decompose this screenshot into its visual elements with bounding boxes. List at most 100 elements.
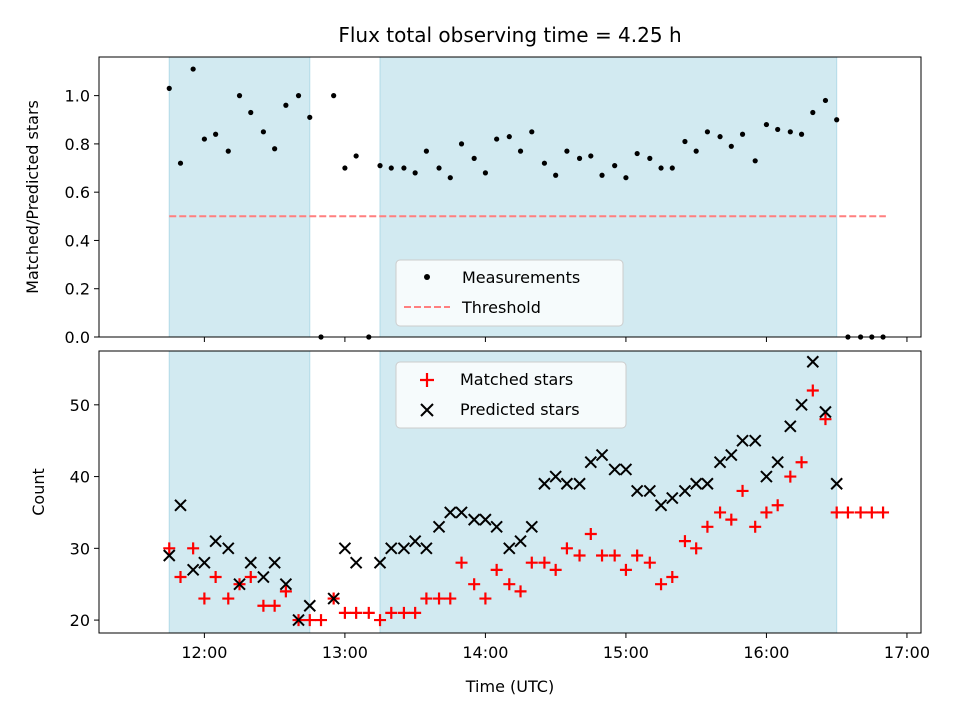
predicted-star-point bbox=[795, 398, 808, 412]
measurement-point bbox=[353, 153, 359, 159]
predicted-star-point bbox=[830, 477, 843, 490]
measurement-point bbox=[494, 136, 500, 142]
measurement-point bbox=[388, 165, 394, 171]
x-tick-label: 17:00 bbox=[884, 643, 930, 662]
measurement-point bbox=[798, 131, 805, 137]
predicted-star-point bbox=[338, 542, 352, 555]
count-y-axis-label: Count bbox=[29, 468, 48, 516]
count-x-ticks: 12:00 13:00 14:00 15:00 16:00 17:00 bbox=[181, 633, 930, 662]
predicted-star-point bbox=[678, 484, 692, 498]
measurement-point bbox=[752, 158, 758, 164]
y-tick-label: 0.6 bbox=[65, 183, 90, 202]
predicted-star-point bbox=[643, 484, 657, 498]
predicted-star-point bbox=[408, 534, 422, 548]
count-panel-frame bbox=[98, 350, 922, 634]
measurement-point bbox=[669, 165, 675, 171]
predicted-star-point bbox=[479, 513, 492, 526]
matched-star-point bbox=[619, 563, 632, 576]
matched-star-point bbox=[503, 578, 516, 591]
measurement-point bbox=[331, 93, 337, 99]
matched-star-point bbox=[385, 606, 398, 619]
matched-star-point bbox=[479, 592, 492, 605]
count-y-ticks: 20 30 40 50 bbox=[70, 396, 99, 630]
predicted-star-point bbox=[257, 570, 270, 584]
measurement-point bbox=[775, 126, 781, 133]
measurement-point bbox=[717, 134, 723, 140]
measurement-point bbox=[634, 150, 640, 157]
predicted-star-point bbox=[736, 434, 749, 447]
x-tick-label: 15:00 bbox=[603, 643, 649, 662]
y-tick-label: 40 bbox=[70, 468, 90, 487]
legend-matched-label: Matched stars bbox=[460, 370, 573, 389]
matched-star-point bbox=[362, 606, 375, 619]
ratio-y-ticks: 0.0 0.2 0.4 0.6 0.8 1.0 bbox=[65, 87, 99, 347]
measurement-point bbox=[529, 129, 535, 135]
ratio-legend-box bbox=[395, 259, 624, 327]
count-legend: Matched stars Predicted stars bbox=[395, 361, 627, 429]
matched-star-point bbox=[701, 520, 714, 533]
matched-star-point bbox=[666, 571, 679, 584]
measurement-point bbox=[623, 175, 629, 181]
matched-star-point bbox=[690, 542, 703, 555]
chart-title: Flux total observing time = 4.25 h bbox=[338, 23, 681, 47]
predicted-star-point bbox=[584, 456, 598, 469]
predicted-star-point bbox=[619, 463, 633, 476]
predicted-star-point bbox=[292, 613, 305, 627]
matched-star-point bbox=[257, 599, 270, 612]
matched-star-point bbox=[655, 578, 668, 591]
measurement-point bbox=[272, 146, 278, 152]
predicted-star-point bbox=[525, 520, 538, 534]
x-tick-label: 16:00 bbox=[743, 643, 789, 662]
measurement-point bbox=[342, 165, 348, 171]
measurement-point bbox=[458, 141, 465, 147]
measurement-point bbox=[482, 170, 489, 176]
measurement-point bbox=[307, 114, 313, 120]
predicted-star-point bbox=[163, 549, 176, 562]
matched-star-point bbox=[865, 506, 878, 519]
matched-star-point bbox=[795, 456, 808, 469]
y-tick-label: 50 bbox=[70, 396, 90, 415]
measurement-point bbox=[177, 160, 184, 166]
measurement-point bbox=[436, 165, 442, 171]
measurement-point bbox=[564, 148, 570, 154]
measurement-point bbox=[810, 109, 816, 116]
legend-matched-marker bbox=[420, 373, 434, 387]
measurement-point bbox=[693, 148, 699, 154]
predicted-star-point bbox=[420, 542, 433, 555]
predicted-star-point bbox=[713, 456, 727, 469]
predicted-star-point bbox=[467, 513, 481, 526]
measurement-point bbox=[682, 138, 688, 145]
measurement-point bbox=[412, 170, 418, 176]
legend-predicted-marker bbox=[420, 403, 434, 417]
matched-star-point bbox=[749, 520, 762, 533]
measurement-point bbox=[283, 102, 289, 108]
measurement-point bbox=[576, 155, 583, 161]
measurement-point bbox=[377, 163, 383, 169]
matched-star-point bbox=[643, 556, 656, 569]
predicted-star-point bbox=[268, 556, 281, 569]
measurement-point bbox=[517, 148, 524, 154]
measurement-point bbox=[248, 109, 254, 116]
matched-star-point bbox=[433, 592, 446, 605]
ratio-x-ticks bbox=[203, 337, 908, 342]
observing-window bbox=[168, 56, 311, 338]
measurement-point bbox=[423, 148, 429, 154]
matched-star-point bbox=[819, 413, 832, 426]
matched-star-point bbox=[209, 571, 222, 584]
predicted-star-point bbox=[689, 477, 703, 490]
predicted-star-point bbox=[595, 448, 609, 462]
predicted-star-point bbox=[819, 405, 832, 419]
measurement-point bbox=[236, 93, 243, 99]
matched-star-point bbox=[631, 549, 644, 562]
matched-star-point bbox=[538, 556, 551, 569]
predicted-star-point bbox=[748, 434, 762, 447]
measurement-point bbox=[447, 175, 453, 181]
predicted-star-point bbox=[771, 456, 784, 469]
matched-star-point bbox=[725, 513, 738, 526]
matched-star-point bbox=[678, 535, 691, 548]
matched-star-point bbox=[315, 614, 328, 627]
predicted-star-point bbox=[397, 542, 411, 555]
predicted-star-point bbox=[455, 506, 468, 519]
matched-star-point bbox=[468, 578, 481, 591]
